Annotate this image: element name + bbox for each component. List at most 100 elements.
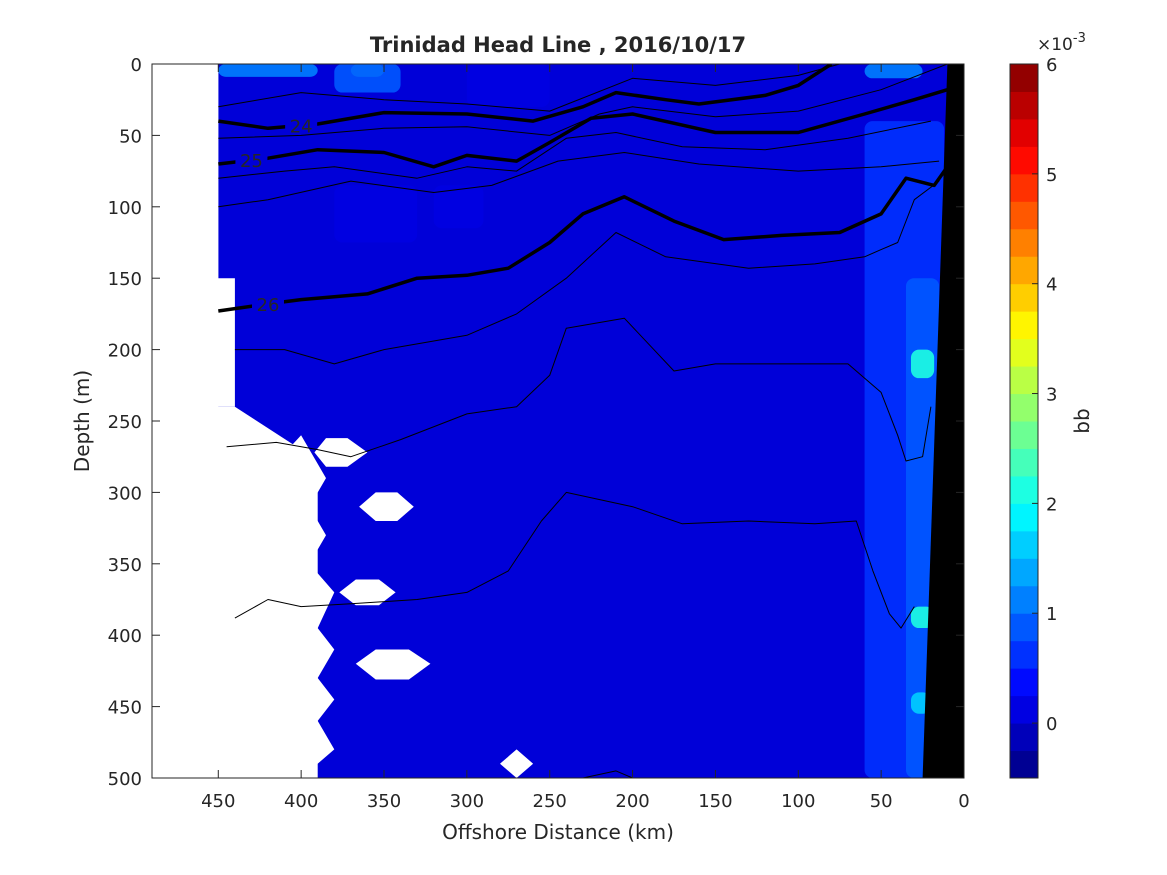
colorbar-exponent: ×10-3 bbox=[1037, 31, 1086, 55]
colorbar-frame bbox=[1009, 63, 1039, 779]
contour-line bbox=[218, 165, 949, 313]
x-tick-label: 200 bbox=[615, 791, 649, 812]
colorbar-tick-label: 3 bbox=[1046, 385, 1057, 406]
x-tick-label: 350 bbox=[367, 791, 401, 812]
contour-label-background bbox=[285, 114, 318, 137]
colorbar-tick-label: 5 bbox=[1046, 165, 1057, 186]
contour-line bbox=[234, 491, 915, 629]
contour-label: 25 bbox=[240, 151, 263, 172]
contour-line bbox=[218, 88, 948, 169]
x-axis-label: Offshore Distance (km) bbox=[442, 820, 674, 844]
x-axis: 450 400 350 300 250 200 150 100 50 0 bbox=[201, 64, 970, 812]
contour-label-background bbox=[252, 292, 284, 315]
bottom-topography bbox=[922, 64, 964, 778]
colorbar-tick-label: 4 bbox=[1046, 275, 1057, 296]
y-tick-label: 300 bbox=[108, 483, 142, 504]
colorbar-segment bbox=[1010, 558, 1038, 587]
x-tick-label: 50 bbox=[870, 791, 893, 812]
y-tick-label: 500 bbox=[108, 769, 142, 790]
seafloor-shape bbox=[922, 64, 964, 778]
field-patch bbox=[334, 185, 418, 243]
colorbar-segment bbox=[1010, 585, 1038, 614]
field-patch bbox=[218, 64, 318, 77]
contour-label-background bbox=[235, 149, 268, 172]
colorbar-segment bbox=[1010, 366, 1038, 395]
colorbar-tick-label: 6 bbox=[1046, 55, 1057, 76]
y-tick-label: 50 bbox=[119, 126, 142, 147]
field-background bbox=[218, 64, 964, 778]
colorbar-segment bbox=[1010, 283, 1038, 312]
y-tick-label: 100 bbox=[108, 198, 142, 219]
colorbar-segment bbox=[1010, 393, 1038, 422]
colorbar: 0 1 2 3 4 5 6 ×10-3 bb bbox=[1009, 31, 1094, 779]
y-tick-label: 0 bbox=[131, 55, 142, 76]
colorbar-segment bbox=[1010, 146, 1038, 175]
missing-data-region bbox=[339, 579, 396, 606]
colorbar-segment bbox=[1010, 256, 1038, 285]
missing-data-region bbox=[500, 749, 534, 778]
colorbar-tick-label: 0 bbox=[1046, 714, 1057, 735]
plot-area: 24 25 26 bbox=[151, 63, 965, 779]
colorbar-segment bbox=[1010, 91, 1038, 120]
contour-label: 26 bbox=[257, 295, 280, 316]
colorbar-segment bbox=[1010, 750, 1038, 779]
colorbar-segment bbox=[1010, 201, 1038, 230]
colorbar-segment bbox=[1010, 228, 1038, 257]
missing-data-region bbox=[251, 435, 335, 778]
colorbar-segment bbox=[1010, 668, 1038, 697]
colorbar-segment bbox=[1010, 503, 1038, 532]
colorbar-ticks: 0 1 2 3 4 5 6 bbox=[1032, 55, 1057, 735]
colorbar-segment bbox=[1010, 475, 1038, 504]
x-tick-label: 450 bbox=[201, 791, 235, 812]
y-tick-label: 400 bbox=[108, 626, 142, 647]
x-tick-label: 250 bbox=[533, 791, 567, 812]
y-tick-label: 250 bbox=[108, 412, 142, 433]
colorbar-segment bbox=[1010, 311, 1038, 340]
y-tick-label: 150 bbox=[108, 269, 142, 290]
contour-line bbox=[582, 770, 633, 778]
colorbar-segment bbox=[1010, 118, 1038, 147]
missing-data-region bbox=[152, 64, 235, 407]
missing-data-region bbox=[359, 492, 414, 521]
colorbar-segment bbox=[1010, 613, 1038, 642]
missing-data-regions bbox=[152, 64, 534, 778]
chart-title: Trinidad Head Line , 2016/10/17 bbox=[370, 33, 746, 57]
y-tick-label: 450 bbox=[108, 698, 142, 719]
colorbar-segment bbox=[1010, 64, 1038, 92]
colorbar-segment bbox=[1010, 723, 1038, 752]
field-patch bbox=[864, 64, 923, 79]
y-axis-label: Depth (m) bbox=[70, 370, 94, 472]
contour-line bbox=[234, 180, 940, 365]
contour-line bbox=[218, 64, 948, 139]
colorbar-segment bbox=[1010, 338, 1038, 367]
x-tick-label: 400 bbox=[284, 791, 318, 812]
contour-line bbox=[226, 317, 932, 462]
colorbar-segments bbox=[1010, 64, 1038, 779]
colorbar-segment bbox=[1010, 530, 1038, 559]
colorbar-segment bbox=[1010, 695, 1038, 724]
y-axis: 0 50 100 150 200 250 300 350 400 450 500 bbox=[108, 55, 964, 790]
colorbar-segment bbox=[1010, 640, 1038, 669]
colorbar-segment bbox=[1010, 173, 1038, 202]
y-tick-label: 350 bbox=[108, 555, 142, 576]
colorbar-exponent-base: ×10 bbox=[1037, 35, 1073, 55]
contour-line bbox=[218, 64, 833, 131]
isopycnal-contours: 24 25 26 bbox=[218, 64, 949, 778]
field-patch bbox=[334, 64, 401, 93]
field-patch bbox=[433, 185, 484, 229]
colorbar-tick-label: 2 bbox=[1046, 494, 1057, 515]
data-field bbox=[218, 64, 964, 778]
contour-line bbox=[218, 64, 840, 112]
field-patch bbox=[910, 349, 935, 379]
colorbar-label: bb bbox=[1070, 408, 1094, 433]
colorbar-segment bbox=[1010, 421, 1038, 449]
colorbar-exponent-power: -3 bbox=[1073, 31, 1086, 46]
missing-data-region bbox=[314, 438, 368, 467]
colorbar-tick-label: 1 bbox=[1046, 604, 1057, 625]
missing-data-region bbox=[355, 649, 431, 680]
contour-label: 24 bbox=[290, 116, 313, 137]
contour-line bbox=[218, 120, 932, 179]
x-tick-label: 150 bbox=[698, 791, 732, 812]
contour-line bbox=[218, 152, 940, 208]
